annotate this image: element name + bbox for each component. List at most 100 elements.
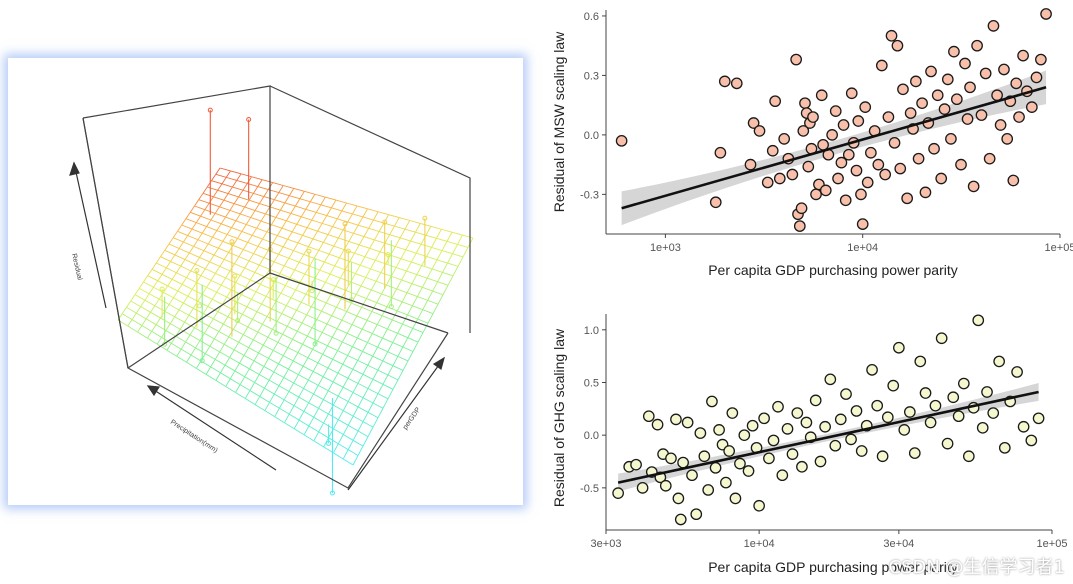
plane-grid-line: [368, 219, 374, 229]
box-edge-back-left: [82, 85, 271, 273]
plane-grid-line: [212, 236, 223, 242]
plane-grid-line: [394, 225, 406, 230]
plane-grid-line: [399, 217, 410, 221]
data-point: [1025, 434, 1038, 447]
plane-grid-line: [160, 250, 166, 257]
data-point: [824, 373, 837, 386]
plane-grid-line: [373, 211, 379, 221]
plane-grid-line: [294, 428, 305, 436]
plane-grid-line: [426, 247, 432, 257]
data-point: [1030, 71, 1043, 84]
plane-grid-line: [427, 313, 434, 324]
plane-grid-line: [308, 246, 319, 251]
plane-grid-line: [214, 351, 221, 360]
plane-grid-line: [282, 246, 294, 252]
plane-grid-line: [462, 247, 469, 258]
plane-grid-line: [246, 299, 252, 308]
plane-grid-line: [305, 293, 317, 299]
plane-grid-line: [212, 230, 218, 238]
plane-grid-line: [200, 215, 212, 221]
plane-grid-line: [336, 210, 343, 220]
plane-grid-line: [248, 253, 254, 262]
plane-grid-line: [327, 234, 339, 239]
plane-grid-line: [385, 276, 392, 286]
plane-grid-line: [400, 258, 412, 263]
plane-grid-line: [239, 384, 251, 391]
plane-grid-line: [160, 317, 171, 324]
data-point: [871, 399, 884, 412]
plane-grid-line: [272, 342, 279, 351]
plane-grid-line: [165, 330, 176, 337]
plane-grid-line: [273, 192, 280, 200]
plane-grid-line: [296, 223, 308, 229]
plane-grid-line: [353, 232, 365, 238]
plane-grid-line: [351, 205, 358, 215]
plane-grid-line: [226, 289, 232, 298]
plane-grid-line: [198, 193, 204, 200]
plane-grid-line: [295, 289, 306, 295]
plane-grid-line: [290, 289, 297, 298]
data-point: [856, 218, 869, 230]
plane-grid-line: [381, 293, 392, 299]
plane-grid-line: [207, 299, 213, 307]
plane-grid-line: [357, 216, 364, 226]
plane-grid-line: [369, 239, 375, 249]
plane-grid-line: [304, 190, 315, 195]
plane-grid-line: [202, 306, 209, 314]
plane-grid-line: [134, 288, 140, 295]
plane-grid-line: [261, 296, 267, 305]
plane-grid-line: [451, 231, 463, 236]
plane-grid-line: [276, 300, 287, 307]
plane-grid-line: [239, 362, 250, 370]
plane-grid-line: [218, 323, 224, 332]
plane-grid-line: [321, 302, 327, 312]
plane-grid-line: [319, 269, 331, 275]
plane-grid-line: [370, 268, 382, 273]
plane-grid-line: [235, 213, 241, 222]
plane-grid-line: [284, 195, 290, 204]
plane-grid-line: [183, 295, 189, 304]
plane-grid-line: [263, 366, 275, 373]
data-point: [941, 73, 954, 86]
plane-grid-line: [352, 346, 363, 352]
plane-grid-line: [341, 202, 347, 212]
plane-grid-line: [367, 208, 379, 213]
plane-grid-line: [266, 231, 278, 237]
plane-grid-line: [321, 310, 332, 317]
plane-grid-line: [382, 328, 388, 339]
plane-grid-line: [301, 216, 312, 221]
plane-grid-line: [184, 252, 190, 260]
plane-grid-line: [297, 352, 309, 359]
plane-grid-line: [302, 357, 309, 367]
plane-grid-line: [349, 252, 355, 262]
plane-grid-line: [282, 239, 289, 248]
data-point: [753, 125, 766, 137]
plane-grid-line: [154, 305, 165, 312]
plane-grid-line: [427, 277, 438, 283]
plane-grid-line: [352, 392, 364, 399]
residual-point: [422, 215, 428, 221]
plane-grid-line: [265, 296, 277, 302]
plane-grid-line: [296, 302, 302, 311]
plane-grid-line: [279, 265, 285, 274]
plane-grid-line: [232, 245, 244, 250]
plane-grid-line: [130, 294, 136, 302]
plane-grid-line: [184, 321, 195, 329]
data-point: [994, 119, 1007, 131]
plane-grid-line: [343, 249, 355, 254]
plane-grid-line: [305, 208, 317, 213]
data-point: [929, 399, 942, 412]
plane-grid-line: [165, 261, 171, 269]
plane-grid-line: [248, 193, 254, 201]
plane-grid-line: [200, 275, 212, 281]
plane-grid-line: [260, 276, 266, 285]
data-point: [925, 65, 937, 78]
plane-grid-line: [367, 379, 374, 389]
plane-grid-line: [264, 402, 270, 411]
plane-grid-line: [411, 283, 423, 288]
data-point: [763, 452, 775, 465]
plane-grid-line: [327, 367, 339, 374]
plane-grid-line: [311, 327, 323, 333]
plane-grid-line: [170, 260, 181, 267]
residual-point: [326, 440, 332, 446]
